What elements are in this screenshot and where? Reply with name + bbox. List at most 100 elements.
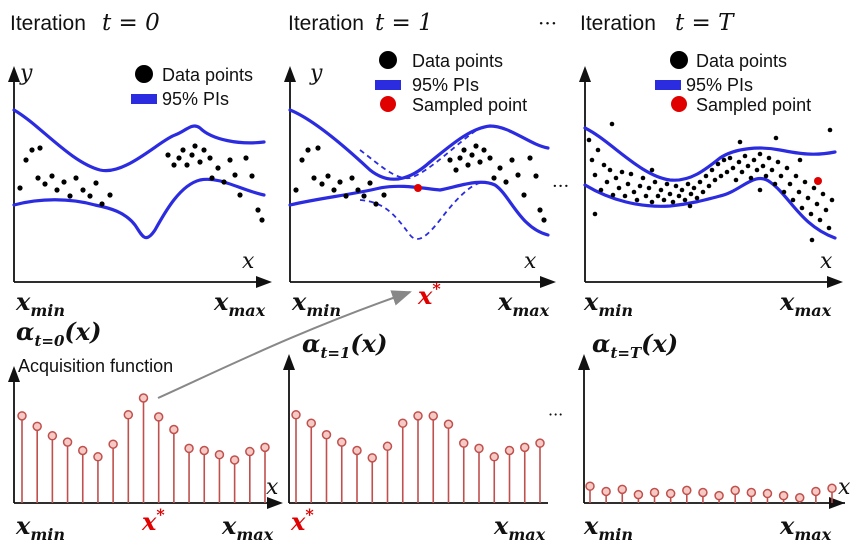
top-plot-3: x xyxy=(579,51,843,320)
title-1-prefix: Iteration xyxy=(10,12,86,35)
acq-y-arrow-1 xyxy=(8,366,20,382)
x-arrow-1 xyxy=(256,276,272,288)
x-max-1: xmax xyxy=(213,287,266,320)
legend-3-sampled-swatch xyxy=(671,96,687,112)
acq-marker-1-11 xyxy=(169,424,179,435)
legend-3-sampled: Sampled point xyxy=(696,95,811,115)
acq-marker-1-13 xyxy=(199,445,209,456)
acq-marker-2-9 xyxy=(413,411,423,421)
acq-marker-1-12 xyxy=(184,443,194,454)
x-arrow-3 xyxy=(827,276,843,288)
acq-marker-1-3 xyxy=(47,431,58,441)
acq-marker-2-3 xyxy=(321,430,332,440)
selection-arrow xyxy=(157,290,412,399)
x-label-2: x xyxy=(524,249,537,274)
legend-1-pi-swatch xyxy=(131,94,157,104)
acq-sub-3: t=T xyxy=(610,344,642,362)
acq-marker-3-15 xyxy=(811,486,821,497)
title-ellipsis: ··· xyxy=(538,11,557,35)
y-arrow-1 xyxy=(8,66,20,82)
acq-x-max-2: xmax xyxy=(493,511,546,544)
acq-marker-3-1 xyxy=(585,481,595,491)
acq-x-min-3-sub: min xyxy=(598,525,633,544)
acq-note: Acquisition function xyxy=(18,356,173,376)
ellipsis-top: ··· xyxy=(552,176,569,197)
acq-alpha-2: αt=1(x) xyxy=(302,329,387,362)
acq-marker-3-12 xyxy=(762,488,773,499)
acq-marker-2-4 xyxy=(337,437,347,447)
acq-sub-2: t=1 xyxy=(320,344,350,362)
acq-arg-3: (x) xyxy=(641,329,678,358)
title-2-prefix: Iteration xyxy=(288,12,364,35)
legend-1: Data points 95% PIs xyxy=(131,65,253,109)
acq-marker-1-4 xyxy=(62,437,73,447)
x-label-1: x xyxy=(242,249,255,274)
acq-heading-2: αt=1(x) xyxy=(302,329,387,362)
acq-marker-3-6 xyxy=(665,488,676,499)
title-panel-3: ··· Iteration t = T xyxy=(538,10,735,36)
acq-x-max-1: xmax xyxy=(221,511,274,544)
acq-marker-1-6 xyxy=(93,452,103,462)
acq-marker-2-13 xyxy=(474,443,484,454)
y-label-1: y xyxy=(19,61,33,86)
axes-top-1 xyxy=(13,72,264,283)
y-label-2: y xyxy=(309,61,323,86)
pi-upper-1 xyxy=(12,108,266,173)
legend-1-pis: 95% PIs xyxy=(162,89,229,109)
bottom-plot-3: x xmin xmax xyxy=(578,354,851,544)
acq-marker-2-12 xyxy=(459,438,469,448)
legend-2-dot-swatch xyxy=(379,51,397,69)
acq-marker-3-14 xyxy=(794,493,805,503)
acq-y-arrow-3 xyxy=(578,354,590,370)
acq-marker-3-2 xyxy=(601,486,611,497)
pi-lower-3 xyxy=(583,176,837,240)
x-max-3-sub: max xyxy=(794,301,831,320)
legend-1-dot-swatch xyxy=(135,65,153,83)
acq-marker-2-5 xyxy=(352,445,362,456)
x-max-3: xmax xyxy=(779,287,832,320)
legend-3-pis: 95% PIs xyxy=(686,75,753,95)
acq-marker-1-9 xyxy=(138,393,149,403)
acq-marker-1-16 xyxy=(245,446,255,457)
acq-x-min-3: xmin xyxy=(583,511,633,544)
acq-marker-1-15 xyxy=(229,455,240,465)
axes-bottom-1 xyxy=(13,372,275,504)
acq-marker-1-1 xyxy=(17,411,27,421)
acq-marker-1-8 xyxy=(123,410,134,420)
acq-marker-1-17 xyxy=(260,442,270,453)
acq-marker-3-8 xyxy=(698,487,708,498)
title-3-prefix: Iteration xyxy=(580,12,656,35)
x-max-2: xmax xyxy=(497,287,550,320)
acq-alpha-1: αt=0(x) xyxy=(16,317,101,350)
acq-marker-3-11 xyxy=(746,487,757,498)
legend-3-data-points: Data points xyxy=(696,51,787,71)
acq-x-max-3-sub: max xyxy=(794,525,831,544)
ellipsis-bottom: ··· xyxy=(548,405,563,424)
acq-marker-3-9 xyxy=(714,490,724,501)
legend-3-pi-swatch xyxy=(655,80,681,90)
data-points-2 xyxy=(293,143,547,223)
acq-x-max-3: xmax xyxy=(779,511,832,544)
acq-x-min-1-sub: min xyxy=(30,525,65,544)
axes-bottom-3 xyxy=(583,360,845,504)
acq-marker-1-10 xyxy=(153,412,164,422)
acq-sub-1: t=0 xyxy=(34,332,64,350)
acq-x-star-1: x* xyxy=(141,505,165,536)
acq-x-arrow-1 xyxy=(267,497,283,509)
pi-upper-3 xyxy=(583,126,837,182)
acq-marker-2-7 xyxy=(382,441,393,452)
acq-marker-2-11 xyxy=(443,419,454,429)
x-min-3: xmin xyxy=(583,287,633,320)
x-min-3-sub: min xyxy=(598,301,633,320)
top-plot-2: y x Data points 95% PIs Sampled po xyxy=(284,51,556,320)
acq-marker-2-14 xyxy=(489,452,499,462)
acq-marker-2-17 xyxy=(535,438,545,448)
x-arrow-2 xyxy=(540,276,556,288)
acq-x-label-1: x xyxy=(266,475,279,500)
acq-marker-1-2 xyxy=(32,421,42,432)
acq-marker-2-1 xyxy=(291,410,301,420)
data-points-1 xyxy=(17,143,265,223)
legend-2-pi-swatch xyxy=(375,80,401,90)
acq-marker-2-2 xyxy=(306,418,316,428)
acq-heading-1: αt=0(x) Acquisition function xyxy=(16,317,173,376)
